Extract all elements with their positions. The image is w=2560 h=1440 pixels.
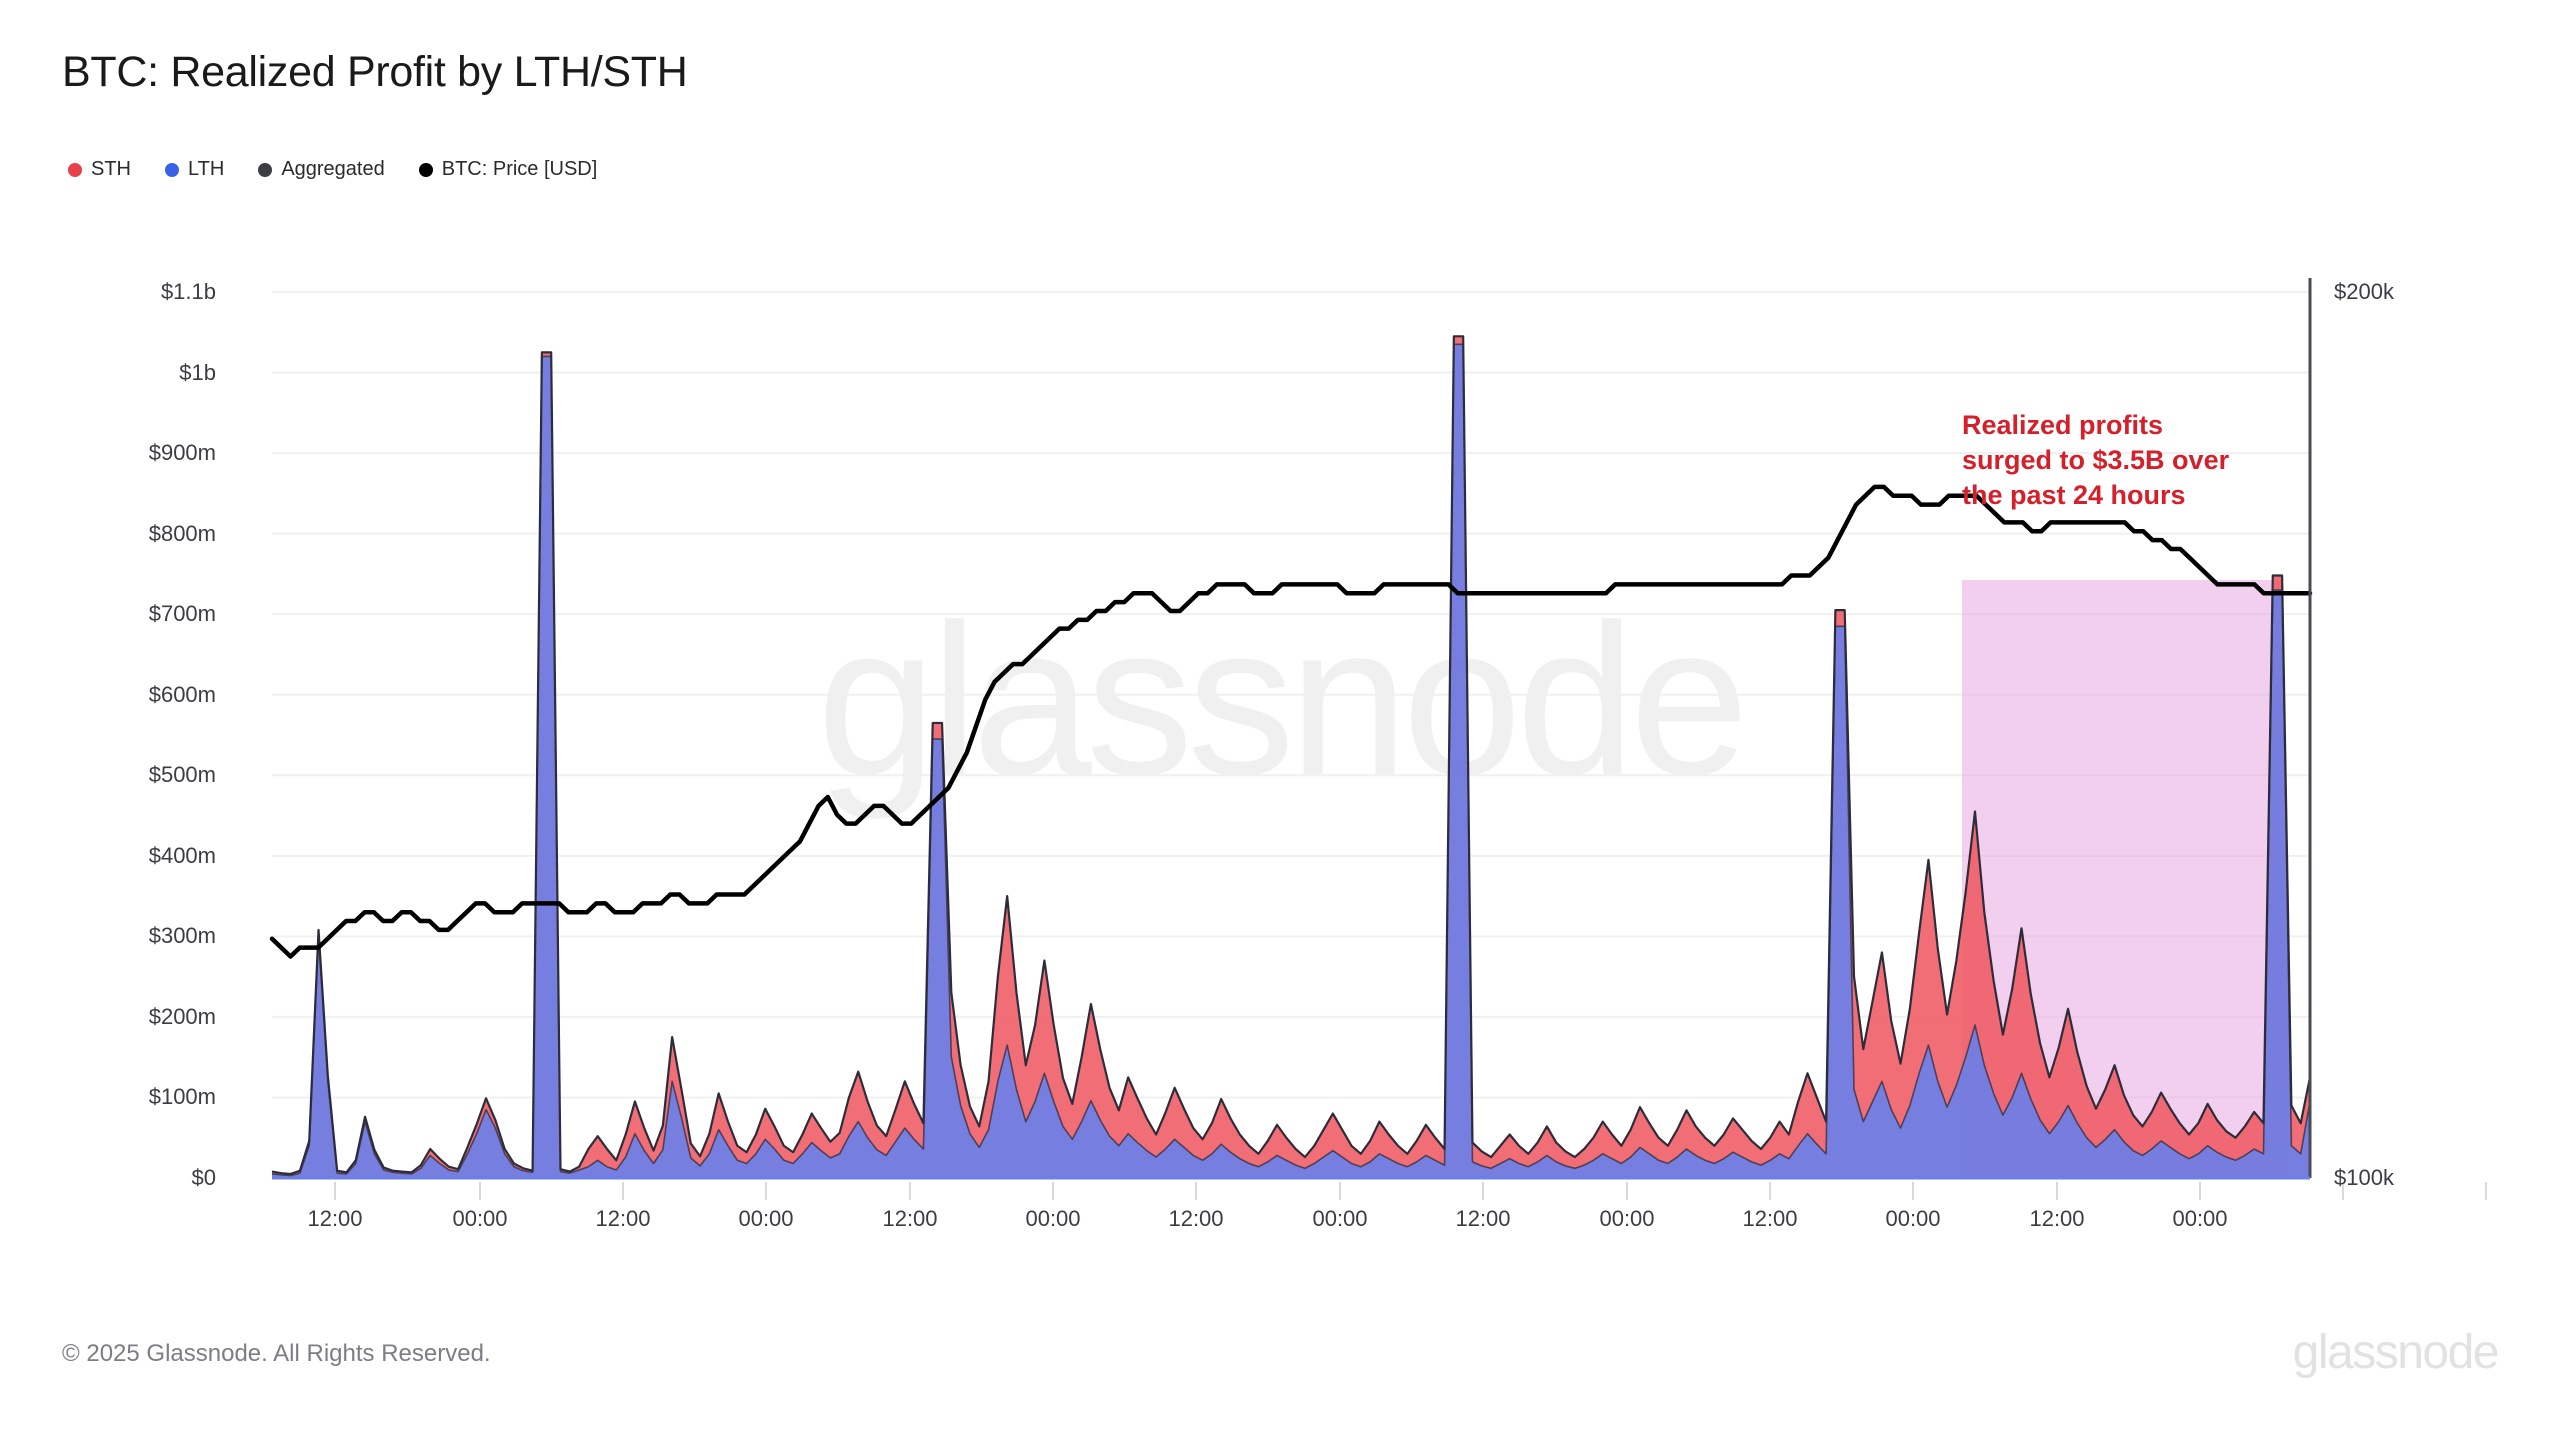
- y-axis-right-tick: $200k: [2334, 279, 2394, 304]
- x-tick-marks: [334, 1182, 2487, 1200]
- legend-label-btc-price: BTC: Price [USD]: [441, 158, 598, 180]
- legend-item-btc-price[interactable]: BTC: Price [USD]: [418, 158, 598, 181]
- x-axis-tick: 12:00: [1455, 1206, 1511, 1231]
- y-axis-left-tick: $600m: [148, 681, 216, 707]
- x-axis-tick: 12:00: [1168, 1206, 1224, 1231]
- y-axis-left-tick: $400m: [148, 842, 216, 868]
- x-axis-tick: 12:00: [1742, 1206, 1798, 1231]
- legend-item-sth[interactable]: STH: [68, 158, 131, 181]
- y-axis-left-tick: $700m: [148, 601, 216, 627]
- x-axis-tick: 12:00: [307, 1206, 363, 1231]
- glassnode-logo: glassnode: [2292, 1326, 2500, 1379]
- y-axis-left-tick: $900m: [148, 440, 216, 466]
- btc-price-line: [269, 484, 2313, 959]
- x-axis-tick: 00:00: [1312, 1206, 1368, 1231]
- legend-dot-icon: [258, 162, 273, 177]
- x-axis-tick: 00:00: [738, 1206, 794, 1231]
- copyright-text: © 2025 Glassnode. All Rights Reserved.: [62, 1340, 491, 1367]
- y-axis-left-tick: $300m: [148, 923, 216, 949]
- legend-item-aggregated[interactable]: Aggregated: [258, 158, 385, 181]
- legend-dot-icon: [165, 162, 179, 177]
- y-axis-left-tick: $1.1b: [160, 279, 216, 304]
- legend-item-lth[interactable]: LTH: [165, 158, 224, 181]
- y-axis-left-tick: $500m: [148, 762, 216, 788]
- axis-lines: [272, 278, 2312, 1180]
- y-axis-right-tick: $100k: [2334, 1165, 2394, 1190]
- legend-label-lth: LTH: [188, 158, 225, 180]
- x-axis-tick: 00:00: [1025, 1206, 1081, 1231]
- y-axis-left-tick: $100m: [148, 1084, 216, 1110]
- legend-dot-icon: [418, 162, 433, 177]
- x-axis-tick: 00:00: [2172, 1206, 2228, 1231]
- legend-label-aggregated: Aggregated: [281, 158, 385, 180]
- legend-dot-icon: [68, 162, 82, 177]
- legend-label-sth: STH: [91, 158, 131, 180]
- page-title: BTC: Realized Profit by LTH/STH: [62, 48, 688, 96]
- stacked-area-series: [271, 335, 2312, 1178]
- annotation-callout: Realized profits surged to $3.5B over th…: [1962, 410, 2230, 511]
- chart-legend: STH LTH Aggregated BTC: Price [USD]: [68, 158, 597, 181]
- y-axis-left-tick: $1b: [179, 359, 216, 385]
- y-axis-left-tick: $800m: [148, 520, 216, 546]
- x-axis-tick: 12:00: [2029, 1206, 2085, 1231]
- x-axis-tick: 12:00: [882, 1206, 938, 1231]
- x-axis-tick: 00:00: [1599, 1206, 1655, 1231]
- x-axis-tick: 00:00: [1885, 1206, 1941, 1231]
- x-axis-tick: 12:00: [595, 1206, 651, 1231]
- y-axis-left-tick: $200m: [148, 1003, 216, 1029]
- x-axis-tick: 00:00: [452, 1206, 508, 1231]
- y-axis-left-tick: $0: [191, 1165, 216, 1190]
